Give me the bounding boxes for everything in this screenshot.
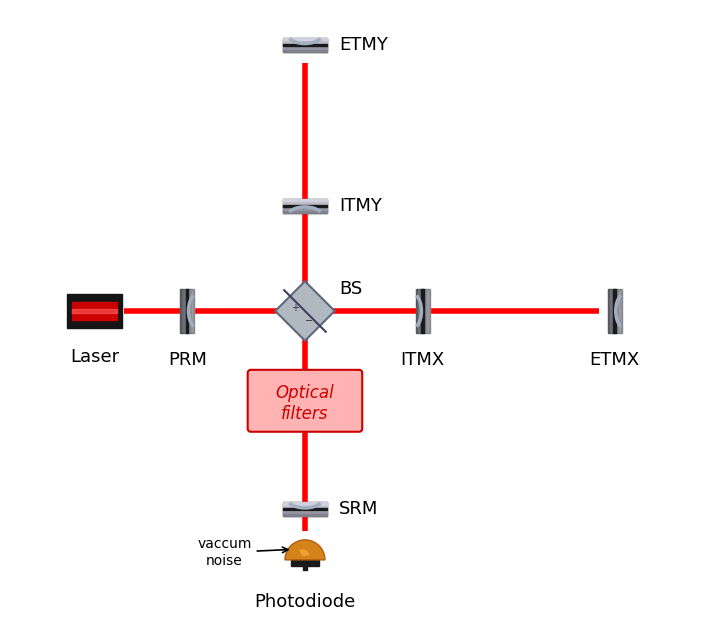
Bar (180, 289, 194, 333)
Bar (67, 294, 122, 328)
Bar (189, 289, 191, 333)
Bar (284, 508, 327, 511)
Bar (303, 565, 307, 570)
Text: vaccum
noise: vaccum noise (197, 537, 288, 568)
Text: PRM: PRM (168, 351, 207, 369)
Bar (421, 289, 424, 333)
Bar (284, 46, 327, 49)
Bar (418, 289, 421, 333)
Wedge shape (299, 549, 310, 556)
Bar (183, 289, 186, 333)
Wedge shape (285, 540, 325, 560)
Bar (284, 49, 327, 52)
Bar (284, 502, 327, 505)
Bar (613, 289, 615, 333)
Bar (72, 309, 117, 313)
Text: SRM: SRM (339, 500, 379, 518)
Text: +: + (291, 303, 298, 313)
Polygon shape (275, 281, 335, 341)
Bar (284, 38, 327, 52)
FancyBboxPatch shape (247, 370, 362, 432)
Bar (284, 40, 327, 44)
Bar (284, 202, 327, 204)
Bar (284, 505, 327, 508)
Bar (424, 289, 427, 333)
Bar (284, 207, 327, 210)
Bar (284, 198, 327, 213)
Bar (284, 511, 327, 513)
Bar (415, 289, 430, 333)
Bar (608, 289, 622, 333)
Text: −: − (306, 317, 313, 327)
Bar (610, 289, 613, 333)
Bar (284, 38, 327, 40)
Bar (284, 44, 327, 46)
Bar (72, 302, 117, 320)
Text: ITMX: ITMX (401, 351, 445, 369)
Bar (180, 289, 183, 333)
Bar (284, 210, 327, 213)
Bar (619, 289, 622, 333)
Text: ETMX: ETMX (589, 351, 640, 369)
Bar (421, 289, 424, 333)
Bar (608, 289, 610, 333)
Bar (415, 289, 418, 333)
Text: BS: BS (339, 281, 362, 299)
Bar (284, 44, 327, 46)
Text: ETMY: ETMY (339, 35, 388, 53)
Bar (291, 559, 319, 566)
Bar (191, 289, 194, 333)
Text: ITMY: ITMY (339, 197, 382, 215)
Bar (284, 205, 327, 207)
Text: Laser: Laser (70, 348, 119, 366)
Text: Optical: Optical (276, 384, 335, 402)
Bar (284, 204, 327, 207)
Bar (284, 502, 327, 516)
Bar (427, 289, 430, 333)
Bar (284, 508, 327, 510)
Text: filters: filters (281, 406, 329, 424)
Text: Photodiode: Photodiode (255, 593, 356, 611)
Bar (616, 289, 619, 333)
Bar (186, 289, 189, 333)
Bar (284, 513, 327, 516)
Bar (186, 289, 189, 333)
Bar (613, 289, 616, 333)
Bar (284, 198, 327, 202)
